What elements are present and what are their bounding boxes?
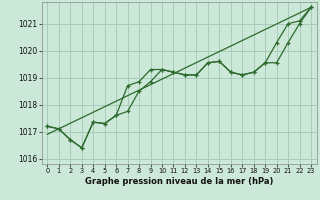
- X-axis label: Graphe pression niveau de la mer (hPa): Graphe pression niveau de la mer (hPa): [85, 177, 273, 186]
